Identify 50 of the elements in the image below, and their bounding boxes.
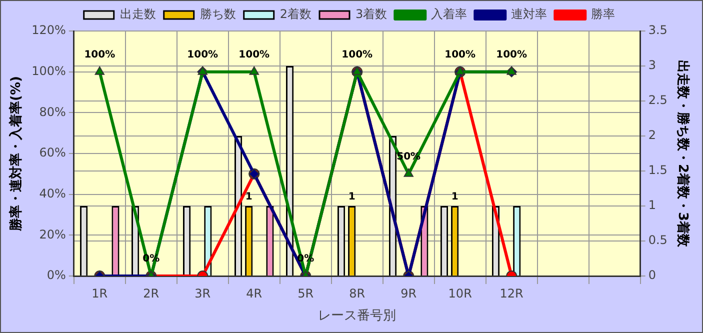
point (352, 66, 362, 75)
legend-label: 勝ち数 (200, 7, 236, 22)
x-tick-label: 12R (500, 286, 524, 300)
x-tick-label: 10R (448, 286, 472, 300)
point (249, 66, 259, 75)
x-tick-label: 5R (298, 286, 314, 300)
y-tick-label: 120% (32, 23, 66, 38)
data-label: 100% (238, 49, 270, 60)
legend-label: 出走数 (120, 7, 156, 22)
data-label: 1 (245, 192, 252, 203)
y-tick-label: 20% (39, 227, 66, 242)
x-tick-label: 3R (194, 286, 211, 300)
data-label: 100% (187, 49, 218, 60)
y2-axis-title: 出走数・勝ち数・2着数・3着数 (674, 60, 691, 248)
x-axis-title: レース番号別 (318, 308, 396, 324)
point (94, 66, 104, 75)
data-label: 100% (496, 49, 528, 60)
y-tick-label: 0% (46, 268, 66, 282)
y-tick-label: 80% (39, 104, 66, 119)
x-tick-label: 4R (246, 286, 262, 300)
y2-tick-label: 0 (648, 268, 656, 282)
data-label: 1 (451, 192, 458, 203)
legend-label: 勝率 (591, 7, 616, 22)
data-label: 100% (84, 49, 116, 60)
data-label: 100% (444, 49, 476, 60)
x-tick-label: 8R (349, 286, 366, 300)
y2-tick-label: 1 (648, 198, 656, 212)
data-label: 100% (342, 49, 373, 60)
data-label: 1 (348, 192, 356, 203)
point (455, 66, 465, 75)
y-tick-label: 100% (32, 64, 66, 78)
y-tick-label: 60% (39, 146, 66, 160)
legend-label: 2着数 (280, 7, 312, 22)
y-tick-label: 40% (39, 186, 66, 200)
legend-label: 連対率 (511, 7, 548, 22)
y2-tick-label: 2 (648, 128, 656, 142)
point (506, 66, 516, 75)
x-tick-label: 9R (400, 286, 417, 300)
y-axis-title: 勝率・連対率・入着率(%) (8, 76, 24, 232)
y2-tick-label: 3 (648, 58, 656, 72)
y2-tick-label: 1.5 (648, 163, 668, 178)
legend-label: 入着率 (431, 7, 468, 22)
point (198, 66, 208, 75)
x-tick-label: 1R (92, 286, 108, 300)
y2-tick-label: 2.5 (648, 93, 668, 108)
x-tick-label: 2R (143, 286, 160, 300)
y2-tick-label: 3.5 (648, 23, 668, 38)
point (404, 168, 414, 177)
legend-label: 3着数 (356, 7, 388, 22)
y2-tick-label: 0.5 (648, 233, 668, 248)
